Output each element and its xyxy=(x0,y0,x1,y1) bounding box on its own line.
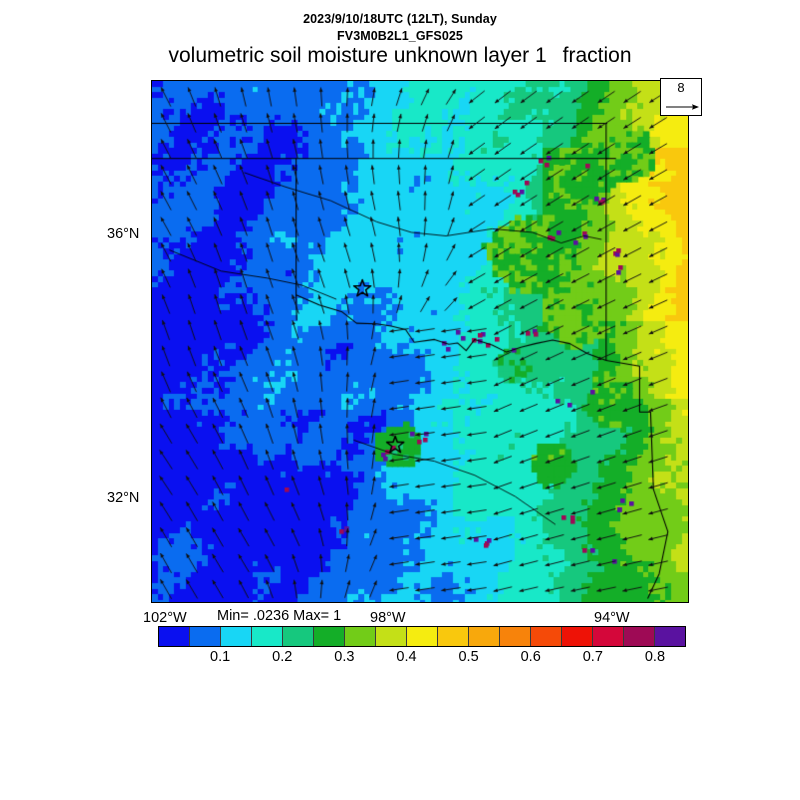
colorbar-segment-6 xyxy=(345,627,376,646)
colorbar-tick-0.3: 0.3 xyxy=(334,649,355,665)
colorbar-segment-13 xyxy=(562,627,593,646)
lat-tick-36n: 36°N xyxy=(107,226,140,242)
wind-key-value: 8 xyxy=(677,80,685,95)
colorbar-tick-0.5: 0.5 xyxy=(458,649,479,665)
colorbar-segment-15 xyxy=(624,627,655,646)
colorbar-tick-0.1: 0.1 xyxy=(210,649,231,665)
colorbar-tick-0.6: 0.6 xyxy=(520,649,541,665)
lon-tick-102w: 102°W xyxy=(143,610,187,626)
title-model: FV3M0B2L1_GFS025 xyxy=(337,29,463,43)
colorbar-segment-5 xyxy=(314,627,345,646)
minmax-stats-label: Min= .0236 Max= 1 xyxy=(217,608,342,624)
colorbar-segment-14 xyxy=(593,627,624,646)
colorbar-segment-9 xyxy=(438,627,469,646)
colorbar-segment-0 xyxy=(159,627,190,646)
colorbar xyxy=(158,626,686,647)
colorbar-tick-0.8: 0.8 xyxy=(644,649,666,665)
colorbar-segment-12 xyxy=(531,627,562,646)
colorbar-segment-8 xyxy=(407,627,438,646)
title-date: 2023/9/10/18UTC (12LT), Sunday xyxy=(303,12,497,26)
colorbar-segment-7 xyxy=(376,627,407,646)
units-label: fraction xyxy=(562,44,632,67)
colorbar-segment-4 xyxy=(283,627,314,646)
lon-tick-98w: 98°W xyxy=(370,610,406,626)
map-plot-area[interactable] xyxy=(151,80,689,603)
colorbar-segment-3 xyxy=(252,627,283,646)
colorbar-segment-1 xyxy=(190,627,221,646)
colorbar-tick-0.4: 0.4 xyxy=(396,649,417,665)
page-title: volumetric soil moisture unknown layer 1… xyxy=(0,44,800,68)
colorbar-tick-0.7: 0.7 xyxy=(582,649,603,665)
wind-vector-arrow-icon xyxy=(666,104,699,110)
soil-moisture-heatmap xyxy=(152,81,688,602)
field-name-label: volumetric soil moisture unknown layer 1 xyxy=(168,44,547,67)
lon-tick-94w: 94°W xyxy=(594,610,630,626)
colorbar-tick-labels: 0.1 0.2 0.3 0.4 0.5 0.6 0.7 0.8 xyxy=(158,649,686,669)
lat-tick-32n: 32°N xyxy=(107,490,140,506)
colorbar-segment-2 xyxy=(221,627,252,646)
colorbar-tick-0.2: 0.2 xyxy=(272,649,293,665)
wind-vector-key: 8 xyxy=(660,78,702,116)
colorbar-segment-16 xyxy=(655,627,685,646)
colorbar-segment-11 xyxy=(500,627,531,646)
colorbar-segment-10 xyxy=(469,627,500,646)
